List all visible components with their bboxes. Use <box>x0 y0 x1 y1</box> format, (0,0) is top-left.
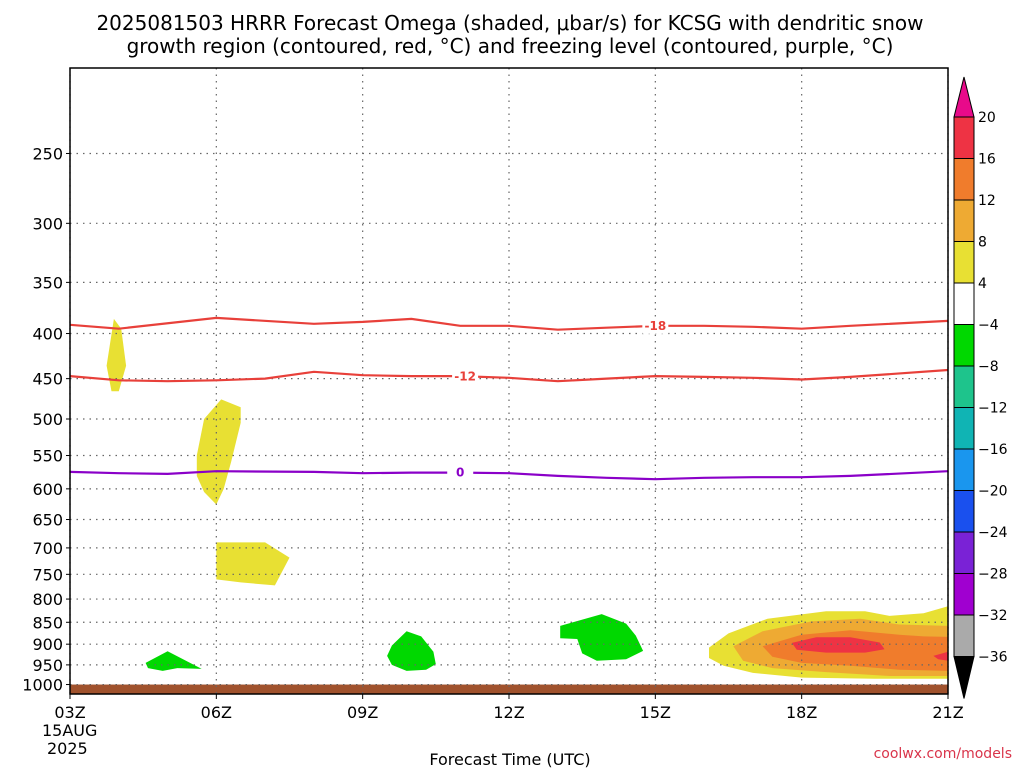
colorbar-label-11: −24 <box>978 525 1008 541</box>
y-tick-label-700: 700 <box>32 539 63 558</box>
contour-label-bg-3 <box>447 464 474 481</box>
contour-label-bg-2 <box>452 368 479 385</box>
contour-label-3: 0 <box>456 466 464 480</box>
x-tick-label-03Z: 03Z <box>54 703 85 722</box>
contour-label-2: -12 <box>454 369 476 383</box>
colorbar-label-6: −4 <box>978 318 999 334</box>
x-tick-label-09Z: 09Z <box>347 703 378 722</box>
omega-region-1 <box>106 318 127 392</box>
x-tick-label-15Z: 15Z <box>640 703 671 722</box>
omega-region-2 <box>196 399 241 505</box>
colorbar: 20 16 12 8 4 −4 −8 −12 −16 −20 −24 −28 −32 −36 <box>953 76 1008 699</box>
colorbar-label-7: −8 <box>978 359 999 375</box>
y-axis: 250 300 350 400 450 500 550 600 650 700 750 800 850 9… <box>22 144 70 695</box>
colorbar-segment-12 <box>953 573 975 616</box>
ground-fill <box>70 684 948 694</box>
x-tick-label-06Z: 06Z <box>201 703 232 722</box>
y-tick-label-950: 950 <box>32 656 63 675</box>
colorbar-segment-9 <box>953 448 975 491</box>
colorbar-segment-13 <box>953 614 975 657</box>
colorbar-label-9: −16 <box>978 442 1008 458</box>
chart-title-line1: 2025081503 HRRR Forecast Omega (shaded, … <box>96 11 923 35</box>
x-axis: 03Z 06Z 09Z 12Z 15Z 18Z 21Z <box>54 694 964 722</box>
colorbar-label-1: 20 <box>978 110 996 126</box>
credit-text: coolwx.com/models <box>874 746 1012 762</box>
colorbar-segment-8 <box>953 407 975 450</box>
x-tick-label-18Z: 18Z <box>786 703 817 722</box>
contour-label-1: -18 <box>644 319 666 333</box>
y-tick-label-550: 550 <box>32 447 63 466</box>
colorbar-label-12: −28 <box>978 567 1008 583</box>
y-tick-label-800: 800 <box>32 590 63 609</box>
y-tick-label-750: 750 <box>32 565 63 584</box>
contour-line-2 <box>69 368 949 383</box>
omega-region-11 <box>933 651 948 661</box>
colorbar-segment-7 <box>953 365 975 408</box>
x-date-year: 2025 <box>47 739 88 758</box>
colorbar-segment-1 <box>953 116 975 159</box>
colorbar-label-8: −12 <box>978 401 1008 417</box>
plot-area: -18 -12 0 <box>69 67 949 695</box>
colorbar-segment-5 <box>953 282 975 325</box>
omega-region-10 <box>791 637 885 653</box>
y-tick-label-1000: 1000 <box>22 676 63 695</box>
x-tick-label-21Z: 21Z <box>932 703 963 722</box>
colorbar-segment-4 <box>953 241 975 284</box>
colorbar-label-2: 16 <box>978 152 996 168</box>
x-date-day: 15AUG <box>42 721 97 740</box>
colorbar-bottom-arrow <box>953 656 975 699</box>
omega-region-3 <box>216 542 290 586</box>
contour-label-bg-1 <box>642 317 669 334</box>
y-tick-label-500: 500 <box>32 410 63 429</box>
colorbar-segment-11 <box>953 531 975 574</box>
omega-region-5 <box>387 631 436 671</box>
y-tick-label-450: 450 <box>32 370 63 389</box>
colorbar-segment-10 <box>953 490 975 533</box>
y-tick-label-350: 350 <box>32 273 63 292</box>
y-tick-label-300: 300 <box>32 214 63 233</box>
y-tick-label-400: 400 <box>32 325 63 344</box>
omega-region-6 <box>560 614 644 661</box>
colorbar-label-3: 12 <box>978 193 996 209</box>
colorbar-label-14: −36 <box>978 650 1008 666</box>
colorbar-top-arrow <box>953 76 975 118</box>
y-tick-label-600: 600 <box>32 480 63 499</box>
omega-region-4 <box>145 651 202 671</box>
x-axis-label: Forecast Time (UTC) <box>429 750 590 768</box>
colorbar-segment-2 <box>953 158 975 201</box>
y-tick-label-900: 900 <box>32 635 63 654</box>
colorbar-segment-6 <box>953 324 975 367</box>
y-tick-label-650: 650 <box>32 511 63 530</box>
y-tick-label-250: 250 <box>32 144 63 163</box>
colorbar-segment-3 <box>953 199 975 242</box>
colorbar-label-13: −32 <box>978 608 1008 624</box>
contour-line-3 <box>69 470 949 481</box>
colorbar-label-10: −20 <box>978 484 1008 500</box>
contour-line-1 <box>69 316 949 331</box>
colorbar-label-5: 4 <box>978 276 987 292</box>
chart-title-line2: growth region (contoured, red, °C) and f… <box>127 34 894 58</box>
colorbar-label-4: 8 <box>978 235 987 251</box>
y-tick-label-850: 850 <box>32 613 63 632</box>
x-tick-label-12Z: 12Z <box>493 703 524 722</box>
